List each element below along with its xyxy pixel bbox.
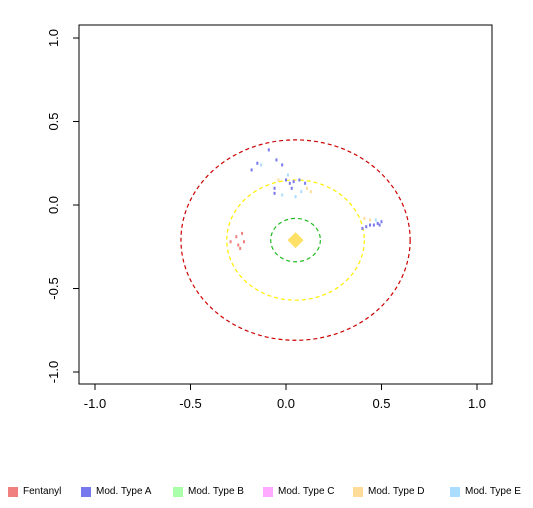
data-point <box>290 186 293 190</box>
x-tick-label: 0.0 <box>277 396 295 411</box>
data-point <box>365 225 368 229</box>
data-point <box>277 178 280 182</box>
data-point <box>288 181 291 185</box>
data-point <box>237 243 240 247</box>
ring <box>226 179 365 301</box>
data-point <box>281 163 284 167</box>
x-tick-label: -1.0 <box>84 396 106 411</box>
legend-swatch <box>81 486 91 497</box>
data-point <box>374 218 377 222</box>
legend-label: Fentanyl <box>23 486 62 497</box>
data-point <box>376 221 379 225</box>
x-tick-label: -0.5 <box>179 396 201 411</box>
x-axis: -1.0 -0.5 0.0 0.5 1.0 <box>84 383 486 411</box>
data-point <box>380 220 383 224</box>
data-point <box>306 186 309 190</box>
legend-label: Mod. Type A <box>96 486 152 497</box>
y-tick-label: -0.5 <box>46 277 61 299</box>
data-point <box>369 223 372 227</box>
data-point <box>372 223 375 227</box>
data-point <box>235 235 238 239</box>
legend-label: Mod. Type E <box>465 486 521 497</box>
rings <box>180 139 411 341</box>
legend-swatch <box>450 486 460 497</box>
y-tick-label: 0.5 <box>46 112 61 130</box>
data-point <box>286 173 289 177</box>
data-point <box>298 178 301 182</box>
data-point <box>309 190 312 194</box>
legend-swatch <box>353 486 363 497</box>
y-tick-label: -1.0 <box>46 361 61 383</box>
legend: Fentanyl Mod. Type A Mod. Type B Mod. Type … <box>0 478 533 508</box>
legend-item: Fentanyl <box>8 486 61 497</box>
data-point <box>285 178 287 182</box>
legend-swatch <box>8 486 18 497</box>
data-point <box>241 231 244 235</box>
legend-swatch <box>263 486 273 497</box>
data-point <box>361 226 364 230</box>
data-point <box>267 148 270 152</box>
data-point <box>239 246 242 250</box>
data-point <box>250 168 253 172</box>
legend-label: Mod. Type D <box>368 486 425 497</box>
legend-label: Mod. Type B <box>188 486 244 497</box>
centroid <box>287 232 304 249</box>
data-point <box>281 193 284 197</box>
data-point <box>292 180 295 184</box>
plot-frame <box>78 24 493 385</box>
data-point <box>273 186 276 190</box>
data-point <box>229 240 232 244</box>
data-point <box>369 218 372 222</box>
data-point <box>242 240 245 244</box>
legend-item: Mod. Type E <box>450 486 521 497</box>
legend-swatch <box>173 486 183 497</box>
y-tick-label: 1.0 <box>46 29 61 47</box>
x-tick-label: 0.5 <box>372 396 390 411</box>
centroid-marker <box>287 232 304 249</box>
ring <box>180 139 411 341</box>
data-point <box>294 195 297 199</box>
data-point <box>256 161 259 165</box>
data-point <box>260 163 263 167</box>
data-point <box>304 181 307 185</box>
legend-item: Mod. Type C <box>263 486 335 497</box>
data-point <box>363 216 366 220</box>
ring <box>270 217 321 263</box>
points <box>229 148 383 250</box>
y-tick-label: 0.0 <box>46 196 61 214</box>
x-tick-label: 1.0 <box>468 396 486 411</box>
legend-item: Mod. Type D <box>353 486 425 497</box>
y-axis: -1.0 -0.5 0.0 0.5 1.0 <box>46 29 80 383</box>
chart: -1.0 -0.5 0.0 0.5 1.0 -1.0 -0.5 0.0 0.5 1.0 <box>46 24 493 411</box>
data-point <box>378 223 381 227</box>
legend-item: Mod. Type A <box>81 486 151 497</box>
data-point <box>300 190 303 194</box>
data-point <box>273 191 276 195</box>
legend-label: Mod. Type C <box>278 486 335 497</box>
legend-item: Mod. Type B <box>173 486 244 497</box>
data-point <box>275 158 278 162</box>
